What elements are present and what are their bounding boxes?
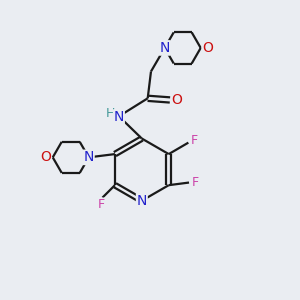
Text: H: H (106, 106, 116, 119)
Text: N: N (136, 194, 147, 208)
Text: F: F (191, 176, 199, 189)
Text: N: N (83, 150, 94, 164)
Text: O: O (40, 150, 51, 164)
Text: O: O (202, 41, 213, 55)
Text: O: O (172, 93, 183, 107)
Text: F: F (191, 134, 198, 147)
Text: F: F (97, 198, 104, 211)
Text: N: N (114, 110, 124, 124)
Text: N: N (160, 41, 170, 55)
